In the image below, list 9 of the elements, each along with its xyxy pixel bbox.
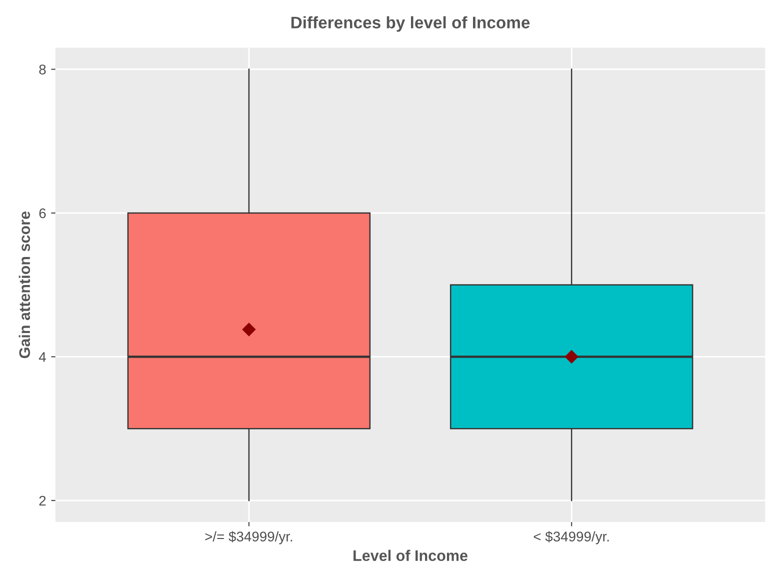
y-axis-title: Gain attention score	[18, 212, 30, 358]
x-tick-label: < $34999/yr.	[534, 531, 609, 544]
x-axis-title: Level of Income	[354, 550, 468, 562]
x-tick-label: >/= $34999/yr.	[205, 531, 292, 544]
chart-title: Differences by level of Income	[291, 16, 530, 32]
y-tick-label: 8	[39, 64, 46, 74]
y-tick-label: 6	[39, 208, 46, 218]
y-tick-label: 4	[38, 352, 46, 362]
y-tick-label: 2	[39, 496, 46, 506]
